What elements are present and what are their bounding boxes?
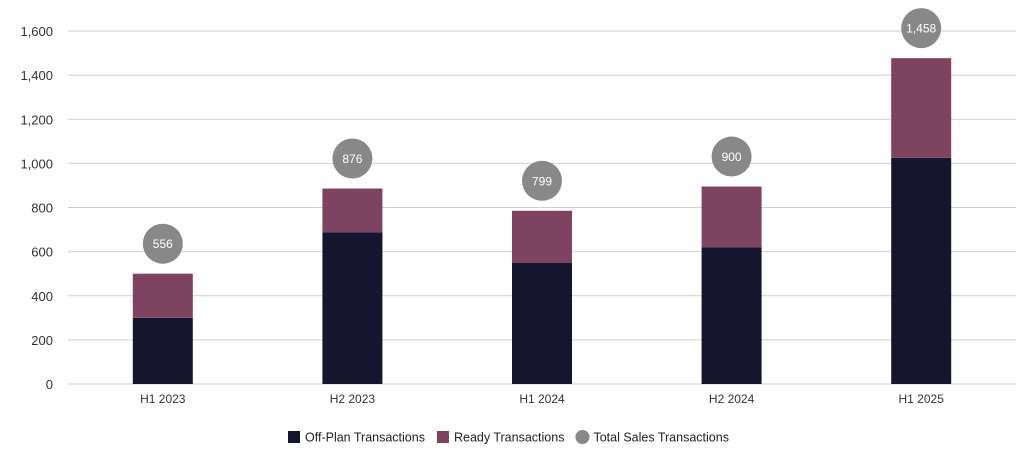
legend-swatch (575, 430, 590, 444)
total-bubble (901, 8, 942, 49)
legend-label: Total Sales Transactions (593, 431, 729, 445)
x-category-label: H1 2025 (899, 392, 945, 406)
bar-ready (512, 210, 572, 263)
legend-swatch (288, 431, 300, 443)
y-tick-label: 1,200 (20, 112, 53, 127)
legend: Off-Plan Transactions Ready Transactions T… (288, 430, 729, 445)
y-tick-label: 800 (31, 201, 53, 216)
total-bubble (522, 160, 562, 201)
total-bubble (332, 138, 373, 179)
total-label: 556 (153, 237, 173, 251)
x-axis-category-labels: H1 2023 H2 2023 H1 2024 H2 2024 H1 2025 (140, 392, 944, 406)
y-tick-label: 1,400 (20, 68, 53, 83)
legend-item-total: Total Sales Transactions (575, 430, 729, 445)
bar-ready (891, 58, 952, 158)
y-tick-label: 400 (31, 289, 53, 304)
bar-off-plan (132, 317, 193, 384)
x-category-label: H2 2023 (330, 392, 376, 406)
bar-off-plan (891, 157, 952, 384)
legend-swatch (436, 431, 449, 443)
y-axis-tick-labels: 0 200 400 600 800 1,000 1,200 1,400 1,600 (20, 24, 53, 392)
total-bubble (142, 223, 183, 264)
y-tick-label: 200 (31, 333, 53, 348)
bar-off-plan (701, 247, 762, 384)
bar-off-plan (322, 232, 383, 384)
y-tick-label: 1,600 (20, 24, 53, 39)
y-tick-label: 0 (46, 377, 53, 392)
total-bubble (711, 136, 752, 177)
legend-item-off-plan: Off-Plan Transactions (288, 431, 425, 445)
bar-ready (322, 188, 383, 233)
total-label: 799 (532, 174, 552, 188)
legend-item-ready: Ready Transactions (436, 431, 564, 445)
bar-ready (132, 273, 193, 318)
legend-label: Ready Transactions (454, 431, 564, 445)
total-label: 1,458 (906, 22, 936, 36)
total-bubbles: 556 876 799 900 1,458 (142, 8, 942, 264)
x-category-label: H2 2024 (709, 392, 755, 406)
x-category-label: H1 2023 (140, 392, 186, 406)
bars (132, 58, 952, 384)
x-category-label: H1 2024 (519, 392, 565, 406)
total-label: 876 (342, 152, 362, 166)
y-tick-label: 600 (31, 245, 53, 260)
total-label: 900 (722, 150, 742, 164)
bar-off-plan (512, 262, 572, 384)
bar-ready (701, 186, 762, 248)
legend-label: Off-Plan Transactions (305, 431, 425, 445)
y-tick-label: 1,000 (20, 156, 53, 171)
